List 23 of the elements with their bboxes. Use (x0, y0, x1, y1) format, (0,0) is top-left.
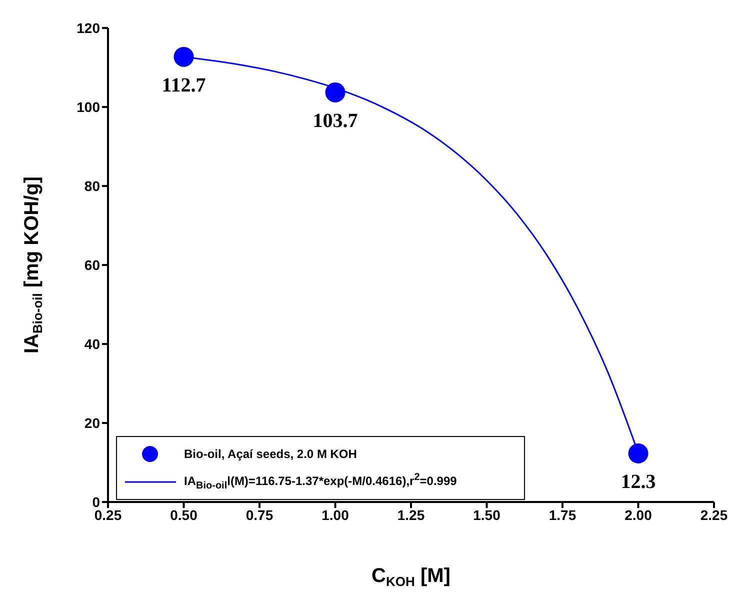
x-tick-label: 1.75 (548, 506, 576, 523)
point (325, 82, 346, 102)
y-tick-label: 20 (84, 414, 100, 431)
y-tick-label: 100 (76, 98, 100, 115)
y-tick-label: 60 (84, 256, 100, 273)
x-tick-label: 0.75 (246, 506, 274, 523)
data-label: 103.7 (312, 110, 358, 132)
point (628, 443, 648, 464)
data-label: 12.3 (620, 471, 656, 494)
x-tick-label: 0.50 (170, 506, 198, 523)
legend-label: IA$_{Bio-oil}$l(M)=116.75-1.37*exp(-M/0.4616),r$^{2}$=0.999 (184, 472, 457, 492)
y-tick-label: 120 (76, 20, 100, 36)
x-tick-label: 2.25 (700, 506, 728, 523)
x-tick-label: 1.25 (397, 506, 425, 523)
y-tick-label: 40 (84, 336, 100, 352)
legend-label: Bio-oil, Açaí seeds, 2.0 M KOH (184, 447, 357, 461)
x-tick-label: 2.00 (624, 506, 652, 523)
data-label: 112.7 (162, 74, 206, 97)
x-tick-label: 1.50 (473, 506, 501, 523)
x-tick-label: 1.00 (322, 506, 350, 523)
x-axis-title: C$_{KOH}$ [M] (372, 565, 450, 589)
y-tick-label: 80 (84, 178, 100, 194)
point (174, 46, 194, 67)
